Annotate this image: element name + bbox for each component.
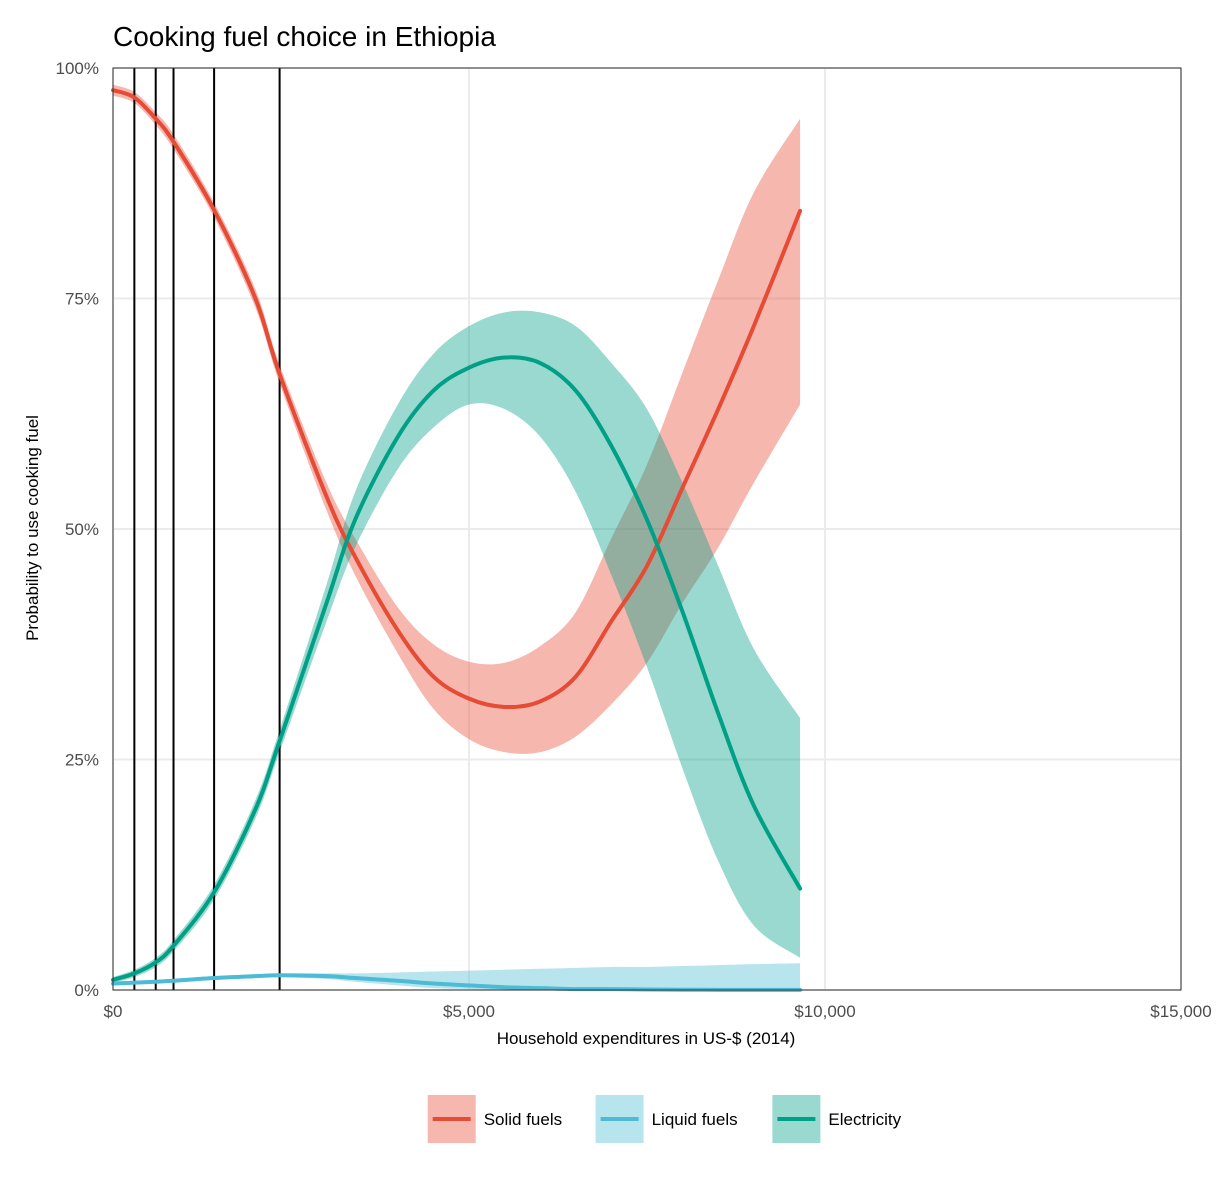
series-line-electricity bbox=[111, 355, 803, 982]
y-tick-label: 50% bbox=[65, 520, 99, 539]
reference-lines bbox=[133, 68, 281, 990]
x-axis-title: Household expenditures in US-$ (2014) bbox=[497, 1029, 796, 1048]
plot-border bbox=[112, 67, 1182, 991]
legend-label: Electricity bbox=[828, 1110, 901, 1129]
chart-title: Cooking fuel choice in Ethiopia bbox=[113, 21, 496, 52]
confidence-band-solid-fuels bbox=[113, 84, 801, 754]
y-tick-label: 100% bbox=[56, 59, 99, 78]
y-axis-ticks: 0% 25% 50% 75% 100% bbox=[56, 59, 99, 1000]
y-tick-label: 75% bbox=[65, 290, 99, 309]
legend-label: Liquid fuels bbox=[652, 1110, 738, 1129]
confidence-band-liquid-fuels bbox=[113, 963, 801, 991]
legend-item-electricity: Electricity bbox=[772, 1095, 902, 1143]
y-axis-title: Probability to use cooking fuel bbox=[23, 415, 42, 641]
legend-item-solid-fuels: Solid fuels bbox=[427, 1095, 562, 1143]
legend-label: Solid fuels bbox=[484, 1110, 562, 1129]
x-tick-label: $10,000 bbox=[794, 1002, 855, 1021]
y-tick-label: 0% bbox=[74, 981, 99, 1000]
y-tick-label: 25% bbox=[65, 751, 99, 770]
x-axis-ticks: $0 $5,000 $10,000 $15,000 bbox=[104, 1002, 1212, 1021]
x-tick-label: $15,000 bbox=[1150, 1002, 1211, 1021]
legend: Solid fuels Liquid fuels Electricity bbox=[427, 1095, 902, 1143]
x-tick-label: $0 bbox=[104, 1002, 123, 1021]
legend-item-liquid-fuels: Liquid fuels bbox=[595, 1095, 738, 1143]
x-tick-label: $5,000 bbox=[443, 1002, 495, 1021]
series-line-solid-fuels bbox=[111, 88, 803, 710]
